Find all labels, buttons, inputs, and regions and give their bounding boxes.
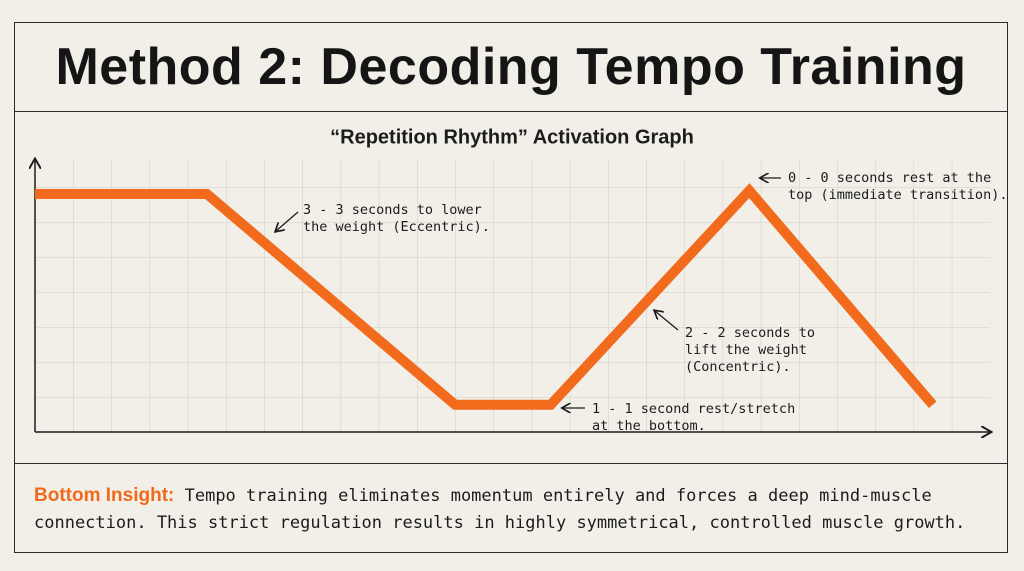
annotation: the weight (Eccentric).: [303, 219, 490, 235]
page-title: Method 2: Decoding Tempo Training: [14, 22, 1008, 112]
annotation: (Concentric).: [685, 359, 791, 375]
chart-title: “Repetition Rhythm” Activation Graph: [330, 126, 694, 148]
insight: Bottom Insight: Tempo training eliminate…: [34, 482, 984, 537]
data-line: [35, 183, 937, 410]
annotation: top (immediate transition).: [788, 187, 1007, 203]
annotation: 0 - 0 seconds rest at the: [788, 170, 991, 186]
grid: [35, 160, 990, 432]
annotation-arrow: [276, 211, 299, 231]
annotation: lift the weight: [685, 342, 807, 358]
annotation: 1 - 1 second rest/stretch: [592, 401, 795, 417]
frame: [14, 22, 1008, 553]
insight-label: Bottom Insight:: [34, 485, 175, 506]
separator: [14, 463, 1008, 464]
annotation: 2 - 2 seconds to: [685, 325, 815, 341]
insight-text: Tempo training eliminates momentum entir…: [34, 486, 966, 533]
annotation-arrow: [655, 311, 679, 331]
annotation: at the bottom.: [592, 418, 706, 434]
annotation: 3 - 3 seconds to lower: [303, 202, 482, 218]
